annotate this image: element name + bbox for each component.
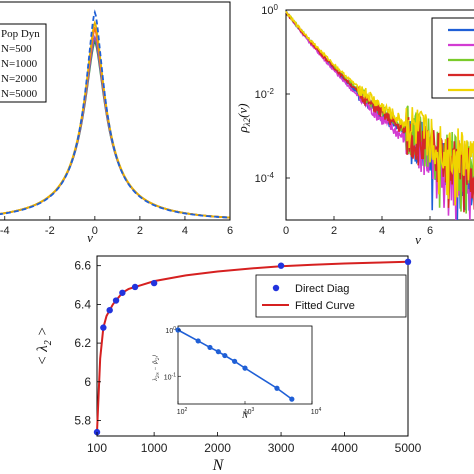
inset-ticks: 102 103 104 100 10-1 bbox=[164, 326, 322, 416]
panel-c-ytick-3: 6.4 bbox=[74, 297, 91, 311]
panel-c-fitted-curve bbox=[96, 260, 409, 433]
legend-a-entry-2: N=1000 bbox=[1, 58, 38, 70]
panel-c-xticks: 100 1000 2000 3000 4000 5000 bbox=[87, 432, 422, 455]
panel-c-yticks: 5.8 6 6.2 6.4 6.6 bbox=[74, 259, 101, 428]
svg-text:λ2∞ − ⟨λ2⟩: λ2∞ − ⟨λ2⟩ bbox=[152, 355, 161, 382]
inset: 102 103 104 100 10-1 N λ2∞ − ⟨λ2⟩ bbox=[152, 325, 322, 420]
panel-a-xtick-2: 0 bbox=[92, 225, 98, 237]
panel-b: 0 2 4 6 100 10-2 10-4 v ρλ2(v) bbox=[235, 3, 474, 247]
panel-c-ytick-2: 6.2 bbox=[74, 336, 91, 350]
svg-text:ρλ2(v): ρλ2(v) bbox=[235, 103, 252, 133]
panel-b-xtick-0: 0 bbox=[283, 225, 289, 237]
legend-a-entry-4: N=5000 bbox=[1, 88, 38, 100]
panel-b-ytick-2: 10-4 bbox=[255, 171, 275, 185]
panel-a: -4 -2 0 2 4 6 v Pop Dyn N=500 N=1000 N=2000 N… bbox=[0, 1, 233, 245]
panel-b-xtick-2: 4 bbox=[379, 225, 385, 237]
panel-c-xtick-4: 4000 bbox=[331, 441, 358, 455]
inset-xtick-2: 104 bbox=[311, 407, 322, 416]
panel-b-series bbox=[285, 10, 474, 221]
panel-c-point-3 bbox=[112, 297, 120, 304]
panel-a-xticks: -4 -2 0 2 4 6 bbox=[0, 216, 233, 237]
inset-frame bbox=[177, 325, 313, 405]
panel-c-ytick-1: 6 bbox=[84, 375, 91, 389]
panel-c-point-1 bbox=[100, 324, 107, 331]
panel-a-frame bbox=[0, 1, 231, 221]
inset-ytick-0: 100 bbox=[165, 326, 176, 335]
inset-point-1 bbox=[195, 338, 201, 344]
panel-c-point-7 bbox=[277, 262, 285, 269]
panel-b-xtick-1: 2 bbox=[331, 225, 337, 237]
inset-point-8 bbox=[289, 396, 295, 402]
inset-xtick-0: 102 bbox=[177, 407, 188, 416]
panel-c-xtick-3: 3000 bbox=[268, 441, 295, 455]
panel-b-xlabel: v bbox=[415, 232, 421, 247]
inset-ylabel: λ2∞ − ⟨λ2⟩ bbox=[152, 355, 161, 382]
panel-c-xtick-0: 100 bbox=[87, 441, 107, 455]
panel-c-xtick-1: 1000 bbox=[141, 441, 168, 455]
panel-c-ytick-4: 6.6 bbox=[74, 259, 91, 273]
legend-a-entry-3: N=2000 bbox=[1, 73, 38, 85]
panel-b-ytick-1: 10-2 bbox=[255, 87, 275, 101]
panel-a-xlabel: v bbox=[87, 230, 93, 245]
panel-b-xtick-3: 6 bbox=[427, 225, 433, 237]
panel-b-series-4 bbox=[285, 10, 474, 206]
panel-c-xlabel: N bbox=[212, 457, 225, 474]
panel-c-point-6 bbox=[150, 279, 158, 287]
panel-a-xtick-4: 4 bbox=[182, 225, 188, 237]
panel-c-point-2 bbox=[106, 306, 113, 314]
panel-a-xtick-3: 2 bbox=[137, 225, 143, 237]
inset-point-2 bbox=[207, 344, 213, 351]
panel-a-series bbox=[0, 9, 231, 219]
panel-a-xtick-5: 6 bbox=[227, 225, 233, 237]
panel-c-point-8 bbox=[404, 258, 412, 266]
panel-c-point-5 bbox=[131, 283, 139, 291]
inset-ytick-1: 10-1 bbox=[164, 372, 176, 381]
panel-b-legend bbox=[431, 17, 474, 99]
svg-text:< λ2 >: < λ2 > bbox=[35, 326, 54, 365]
legend-a-entry-0: Pop Dyn bbox=[1, 28, 40, 40]
panel-b-ylabel: ρλ2(v) bbox=[235, 103, 252, 133]
panel-c-point-4 bbox=[119, 289, 126, 296]
panel-c-series bbox=[93, 258, 412, 436]
panel-a-series-0 bbox=[0, 9, 231, 219]
legend-c-marker-points bbox=[272, 284, 280, 292]
panel-a-xtick-1: -2 bbox=[45, 225, 55, 237]
inset-xtick-1: 103 bbox=[244, 407, 255, 416]
panel-a-legend: Pop Dyn N=500 N=1000 N=2000 N=5000 bbox=[0, 23, 47, 103]
panel-c-xtick-2: 2000 bbox=[204, 441, 231, 455]
panel-c-xtick-5: 5000 bbox=[395, 441, 422, 455]
panel-c-ytick-0: 5.8 bbox=[74, 414, 91, 428]
panel-b-legend-box bbox=[431, 17, 474, 99]
inset-point-3 bbox=[215, 349, 221, 355]
panel-b-yticks: 100 10-2 10-4 bbox=[255, 3, 290, 185]
legend-c-entry-1: Fitted Curve bbox=[295, 300, 355, 312]
panel-c-ylabel: < λ2 > bbox=[35, 326, 54, 365]
inset-series bbox=[175, 327, 295, 402]
panel-c-legend: Direct Diag Fitted Curve bbox=[255, 274, 407, 318]
inset-point-6 bbox=[242, 365, 248, 371]
legend-a-entry-1: N=500 bbox=[1, 43, 32, 55]
inset-xlabel: N bbox=[241, 410, 249, 420]
inset-point-5 bbox=[232, 358, 238, 364]
panel-b-xticks: 0 2 4 6 bbox=[283, 216, 433, 237]
legend-c-entry-0: Direct Diag bbox=[295, 283, 349, 295]
panel-a-legend-box bbox=[0, 23, 47, 103]
panel-c-frame bbox=[96, 255, 409, 437]
inset-point-4 bbox=[222, 352, 228, 359]
panel-b-ytick-0: 100 bbox=[261, 3, 278, 17]
panel-c: 100 1000 2000 3000 4000 5000 5.866.26.46.6 N … bbox=[35, 255, 422, 474]
inset-point-7 bbox=[274, 385, 280, 391]
panel-a-xtick-0: -4 bbox=[0, 225, 10, 237]
panel-c-legend-box bbox=[255, 274, 407, 318]
